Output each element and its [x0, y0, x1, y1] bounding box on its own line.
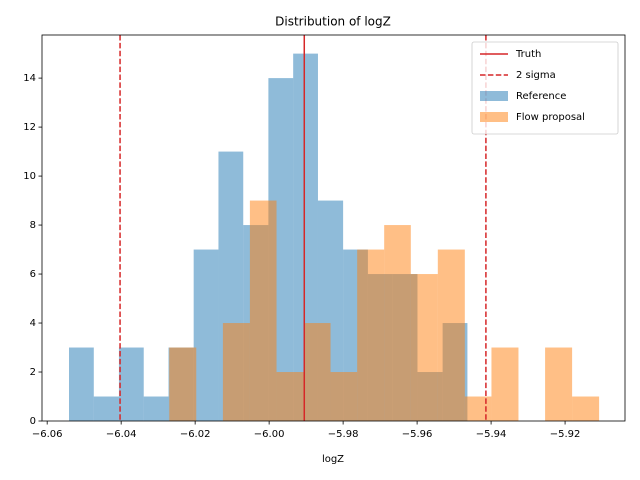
histogram-bar [143, 396, 169, 421]
y-tick-label: 4 [30, 318, 36, 329]
histogram-bar [222, 323, 250, 421]
histogram-bar [303, 323, 331, 421]
legend-patch [480, 91, 508, 101]
x-tick-label: −6.06 [32, 429, 63, 440]
x-tick-label: −6.02 [180, 429, 211, 440]
histogram-bar [330, 372, 358, 421]
y-tick-label: 12 [23, 122, 36, 133]
legend-patch [480, 112, 508, 122]
chart-title: Distribution of logZ [275, 15, 391, 29]
histogram-bar [491, 347, 519, 421]
y-tick-label: 14 [23, 73, 36, 84]
x-tick-label: −5.96 [402, 429, 433, 440]
x-tick-label: −6.04 [106, 429, 137, 440]
histogram-bar [572, 396, 600, 421]
y-tick-label: 0 [30, 416, 36, 427]
x-axis-label: logZ [322, 454, 344, 465]
histogram-bar [169, 347, 197, 421]
legend-label: Truth [515, 49, 541, 60]
histogram-bar [118, 347, 144, 421]
y-tick-label: 6 [30, 269, 36, 280]
x-tick-label: −6.00 [254, 429, 285, 440]
legend-label: Reference [516, 91, 566, 102]
histogram-bar [410, 274, 438, 421]
legend-box [471, 41, 619, 135]
legend-label: 2 sigma [516, 70, 556, 81]
y-tick-label: 2 [30, 367, 36, 378]
histogram-bar [193, 249, 219, 421]
histogram-bar [93, 396, 119, 421]
x-tick-label: −5.92 [550, 429, 581, 440]
histogram-bar [464, 396, 492, 421]
x-tick-label: −5.94 [476, 429, 507, 440]
histogram-bar [357, 249, 385, 421]
histogram-bar [249, 200, 277, 421]
plot-frame [41, 34, 626, 422]
histogram-bar [276, 372, 304, 421]
y-tick-label: 10 [23, 171, 36, 182]
histogram-bar [437, 249, 465, 421]
legend-label: Flow proposal [516, 112, 585, 123]
x-tick-label: −5.98 [328, 429, 359, 440]
histogram-bar [384, 225, 411, 421]
histogram-bar [545, 347, 573, 421]
histogram-bar [69, 347, 94, 421]
y-tick-label: 8 [30, 220, 36, 231]
